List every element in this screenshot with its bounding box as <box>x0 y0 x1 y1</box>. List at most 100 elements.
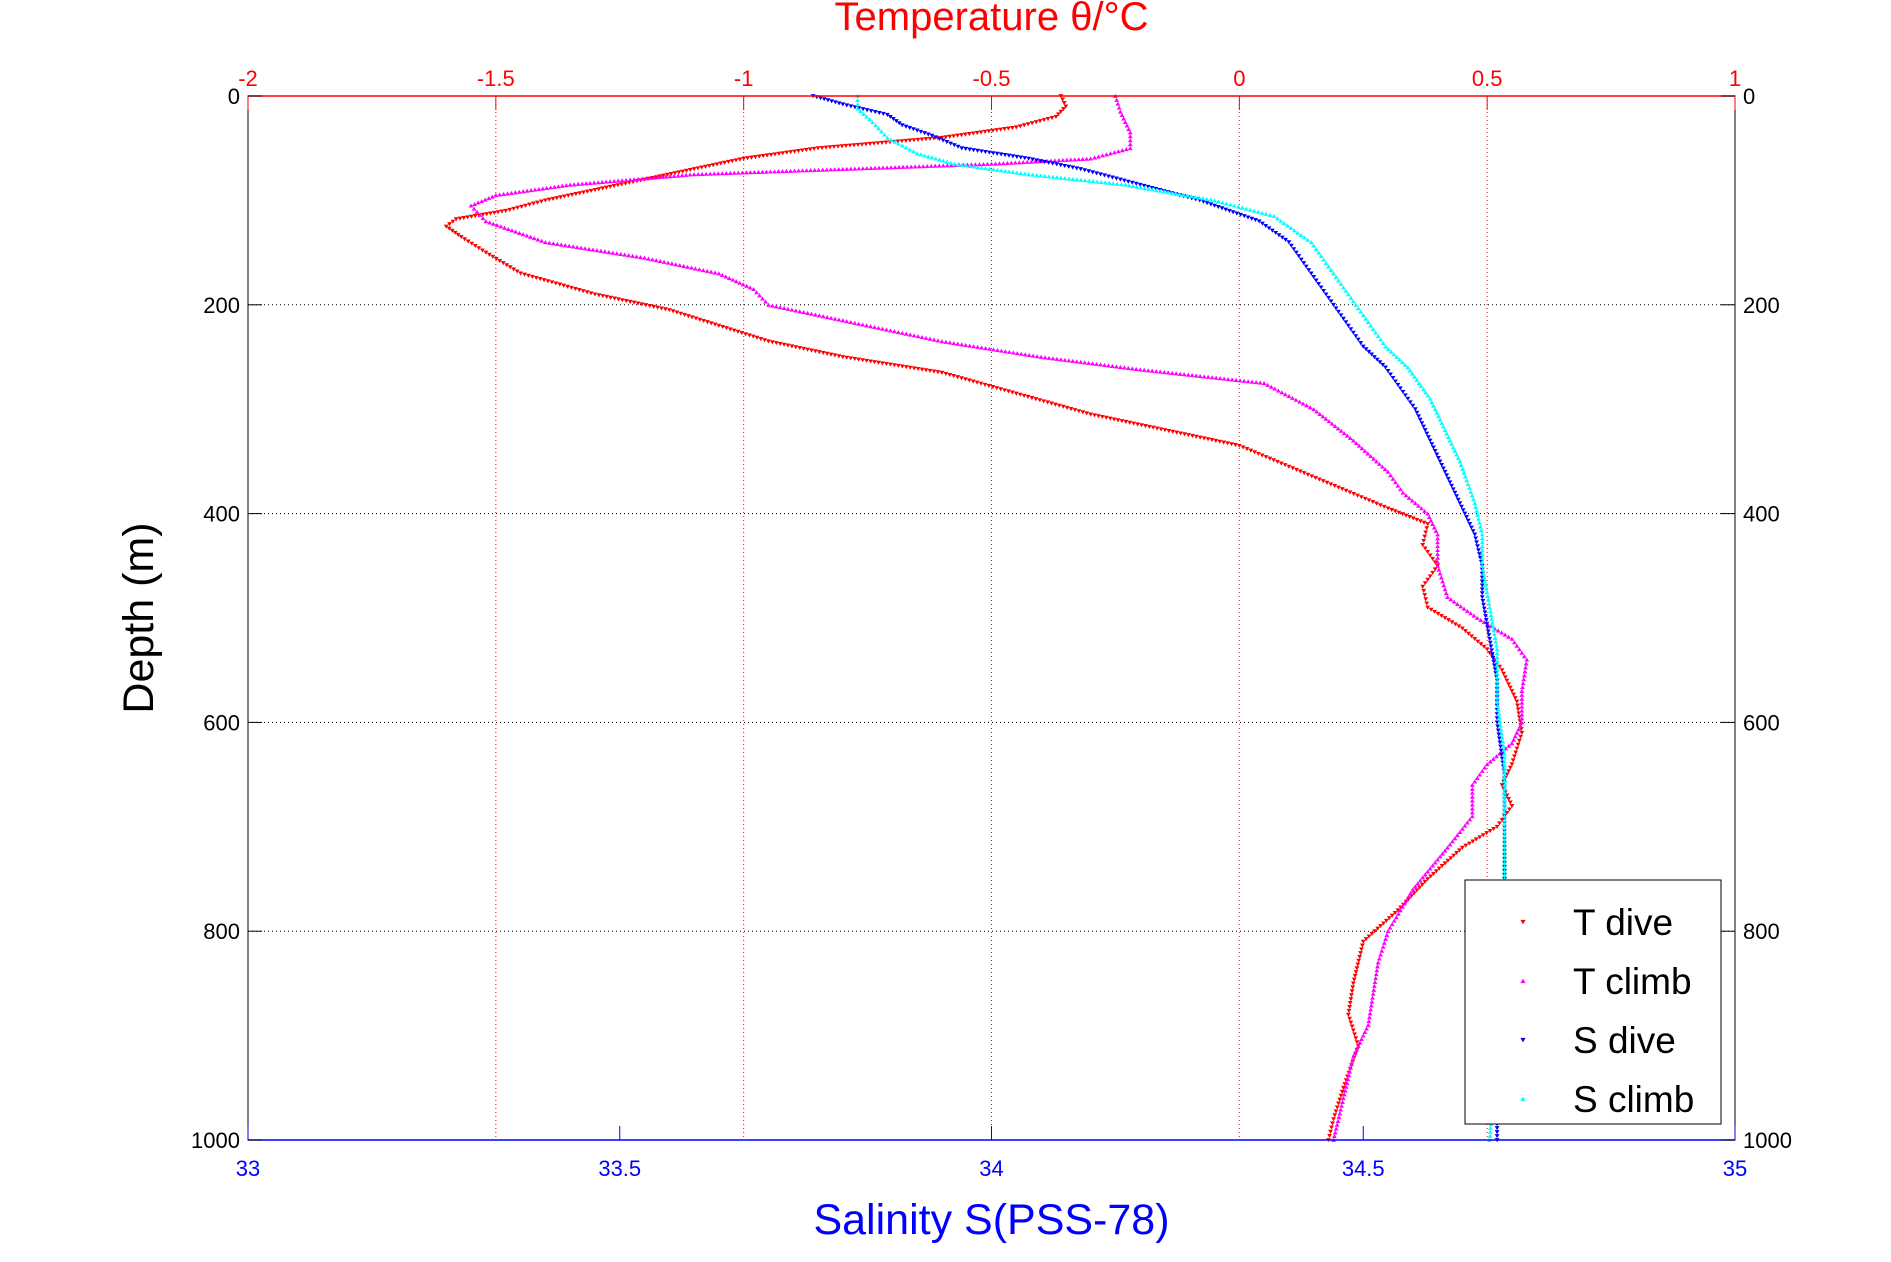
data-point <box>1339 1089 1345 1094</box>
data-point <box>1050 161 1056 166</box>
data-point <box>1479 544 1485 549</box>
data-point <box>1469 810 1475 815</box>
data-point <box>880 165 886 170</box>
data-point <box>733 158 739 163</box>
data-point <box>1305 237 1311 242</box>
data-point <box>1365 451 1371 456</box>
data-point <box>554 241 560 246</box>
data-point <box>1493 639 1499 644</box>
data-point <box>1436 866 1442 871</box>
depth-tick-label-right-800: 800 <box>1743 919 1780 944</box>
data-point <box>1141 367 1147 372</box>
data-point <box>1350 1028 1356 1033</box>
data-point <box>891 329 897 334</box>
data-point <box>1263 224 1269 229</box>
data-point <box>1362 1029 1368 1035</box>
data-point <box>1454 494 1460 499</box>
data-point <box>1502 825 1507 831</box>
data-point <box>773 304 779 309</box>
data-point <box>1447 842 1453 847</box>
data-point <box>1502 786 1507 791</box>
data-point <box>1378 924 1383 929</box>
data-point <box>784 168 789 173</box>
data-point <box>1395 911 1401 916</box>
data-point <box>682 312 687 317</box>
data-point <box>975 148 980 153</box>
data-point <box>1366 498 1372 503</box>
data-point <box>513 229 519 234</box>
data-point <box>1313 278 1319 283</box>
data-point <box>1345 292 1351 297</box>
data-point <box>452 230 458 235</box>
data-point <box>1472 636 1478 642</box>
data-point <box>966 131 972 137</box>
data-point <box>1480 598 1486 604</box>
data-point <box>1053 114 1059 120</box>
data-point <box>558 242 564 247</box>
data-point <box>1344 1080 1350 1085</box>
data-point <box>661 259 667 264</box>
data-point <box>1437 854 1443 859</box>
data-point <box>1340 1099 1345 1104</box>
data-point <box>1060 97 1065 102</box>
data-point <box>1058 109 1064 114</box>
data-point <box>1296 254 1302 259</box>
data-point <box>876 126 881 131</box>
data-point <box>1238 212 1243 217</box>
data-point <box>592 188 598 193</box>
data-point <box>1485 594 1491 599</box>
data-point <box>1459 826 1465 831</box>
data-point <box>1469 525 1474 530</box>
data-point <box>955 133 960 138</box>
data-point <box>1116 105 1122 110</box>
data-point <box>1165 190 1171 195</box>
data-point <box>1165 370 1171 375</box>
data-point <box>970 131 976 136</box>
data-point <box>1350 1054 1356 1059</box>
data-point <box>1294 467 1299 472</box>
data-point <box>1487 636 1493 642</box>
data-point <box>1400 904 1405 909</box>
data-point <box>776 151 782 156</box>
data-point <box>1279 235 1285 240</box>
data-point <box>1002 168 1008 173</box>
data-point <box>1102 173 1107 178</box>
data-point <box>1066 176 1072 181</box>
data-point <box>1118 182 1124 187</box>
data-point <box>959 133 964 138</box>
data-point <box>979 165 985 170</box>
data-point <box>852 105 858 110</box>
data-point <box>1283 237 1288 242</box>
data-point <box>1320 479 1326 484</box>
data-point <box>859 142 865 147</box>
data-point <box>1012 160 1018 165</box>
data-point <box>1099 414 1105 420</box>
data-point <box>1502 806 1507 811</box>
data-point <box>1395 382 1401 387</box>
data-point <box>1066 164 1072 169</box>
data-point <box>1372 983 1377 988</box>
data-point <box>1469 814 1475 819</box>
data-point <box>1482 765 1488 770</box>
data-point <box>1177 192 1183 197</box>
data-point <box>700 268 706 273</box>
data-point <box>693 266 698 271</box>
data-point <box>607 184 613 189</box>
data-point <box>844 166 850 171</box>
data-point <box>443 224 449 229</box>
data-point <box>832 316 838 321</box>
data-point <box>816 167 822 172</box>
data-point <box>1329 421 1335 426</box>
data-point <box>1494 687 1500 692</box>
data-point <box>1452 448 1458 453</box>
data-point <box>1318 285 1324 290</box>
data-point <box>876 360 881 365</box>
data-point <box>868 324 873 329</box>
data-point <box>1482 610 1488 615</box>
data-point <box>1115 418 1121 423</box>
data-point <box>860 166 866 171</box>
data-point <box>1483 617 1489 623</box>
data-point <box>899 143 905 148</box>
data-point <box>820 350 826 356</box>
data-point <box>928 163 934 168</box>
